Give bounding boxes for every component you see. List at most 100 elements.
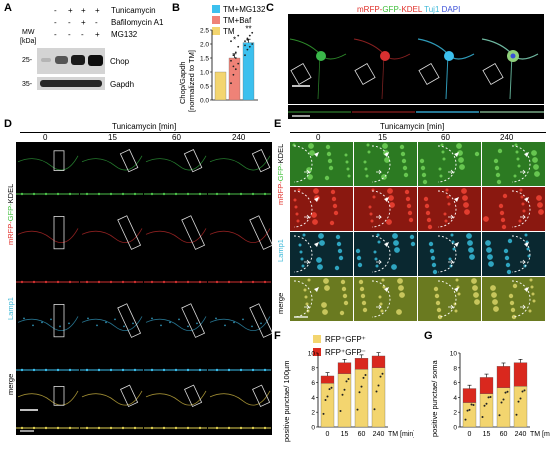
punctum: [511, 314, 517, 320]
punctum: [384, 157, 390, 163]
punctum: [420, 165, 426, 171]
punctum: [458, 157, 464, 163]
y-tick-label: 6: [311, 380, 315, 387]
punctum: [388, 195, 394, 201]
legend-label: TM+Baf: [223, 16, 252, 25]
punctum: [85, 280, 89, 284]
punctum: [373, 250, 377, 254]
data-point: [322, 412, 325, 415]
punctum: [50, 318, 52, 321]
punctum: [488, 261, 494, 267]
micrograph-tile: [208, 202, 271, 274]
punctum: [493, 306, 499, 312]
sign: -: [68, 30, 71, 39]
punctum: [132, 322, 134, 325]
punctum: [396, 309, 402, 315]
bar-segment: [354, 358, 369, 370]
arrow: [448, 169, 454, 175]
neurite: [81, 228, 143, 244]
punctum: [307, 278, 311, 282]
punctum: [409, 234, 415, 240]
neurite: [81, 316, 143, 332]
punctum: [20, 426, 24, 430]
punctum: [198, 426, 202, 430]
punctum: [316, 257, 322, 263]
punctum: [401, 158, 407, 164]
punctum: [446, 195, 450, 199]
punctum: [468, 247, 474, 253]
punctum: [509, 300, 515, 306]
y-axis-label: Chop/Gapdh: [178, 61, 187, 104]
punctum: [302, 233, 306, 237]
data-point: [364, 374, 367, 377]
y-tick-label: 4: [311, 395, 315, 402]
punctum: [227, 368, 231, 372]
punctum: [133, 426, 137, 430]
punctum: [422, 179, 428, 185]
punctum: [109, 368, 113, 372]
zoom-box: [53, 150, 65, 171]
data-point: [517, 400, 520, 403]
punctum: [324, 175, 330, 181]
title-part-tuj1: Tuj1: [424, 5, 442, 14]
soma-outline: [511, 145, 531, 183]
data-point: [466, 409, 469, 412]
punctum: [454, 309, 458, 313]
punctum: [486, 247, 492, 253]
punctum: [215, 192, 219, 196]
arrow: [520, 169, 526, 175]
micrograph-tile: [354, 187, 417, 231]
arrow: [304, 214, 310, 220]
data-point: [487, 396, 490, 399]
soma-outline: [511, 280, 531, 318]
arrowhead: [314, 242, 319, 247]
data-point: [489, 396, 492, 399]
punctum: [428, 241, 434, 247]
panel-c-straightened: [288, 105, 544, 119]
punctum: [404, 189, 410, 195]
punctum: [473, 292, 479, 298]
punctum: [531, 292, 535, 296]
punctum: [215, 368, 219, 372]
punctum: [503, 248, 509, 254]
row-label-part: GFP-: [6, 203, 15, 222]
panel-label-b: B: [172, 2, 180, 14]
punctum: [502, 193, 508, 199]
bar-segment: [496, 387, 511, 428]
punctum: [530, 285, 534, 289]
punctum: [407, 210, 413, 216]
arrowhead: [454, 152, 459, 157]
punctum: [68, 322, 70, 325]
sign: +: [68, 6, 73, 15]
punctum: [394, 247, 400, 253]
data-point: [251, 31, 254, 34]
punctum: [109, 280, 113, 284]
soma-outline: [511, 190, 531, 228]
punctum: [450, 233, 454, 237]
punctum: [32, 280, 36, 284]
punctum: [474, 299, 480, 305]
punctum: [336, 241, 342, 247]
punctum: [68, 280, 72, 284]
soma-outline: [371, 190, 391, 228]
micrograph-tile: [290, 142, 353, 186]
data-point: [339, 410, 342, 413]
punctum: [233, 321, 235, 324]
time-label: 60: [172, 133, 181, 142]
punctum: [444, 219, 448, 223]
punctum: [405, 196, 411, 202]
legend-label: RFP⁺GFP⁺: [325, 335, 366, 344]
data-point: [373, 408, 376, 411]
bar-segment: [337, 373, 352, 428]
data-point: [230, 82, 232, 85]
neurite: [209, 228, 271, 244]
punctum: [186, 426, 190, 430]
data-point: [244, 54, 246, 57]
neurite: [17, 316, 79, 332]
arrowhead: [454, 287, 459, 292]
neurite: [145, 155, 207, 171]
panel-c-micrographs: [288, 14, 544, 104]
neurite: [81, 390, 143, 406]
band-label-chop: Chop: [110, 57, 130, 66]
bar-segment: [462, 402, 477, 428]
